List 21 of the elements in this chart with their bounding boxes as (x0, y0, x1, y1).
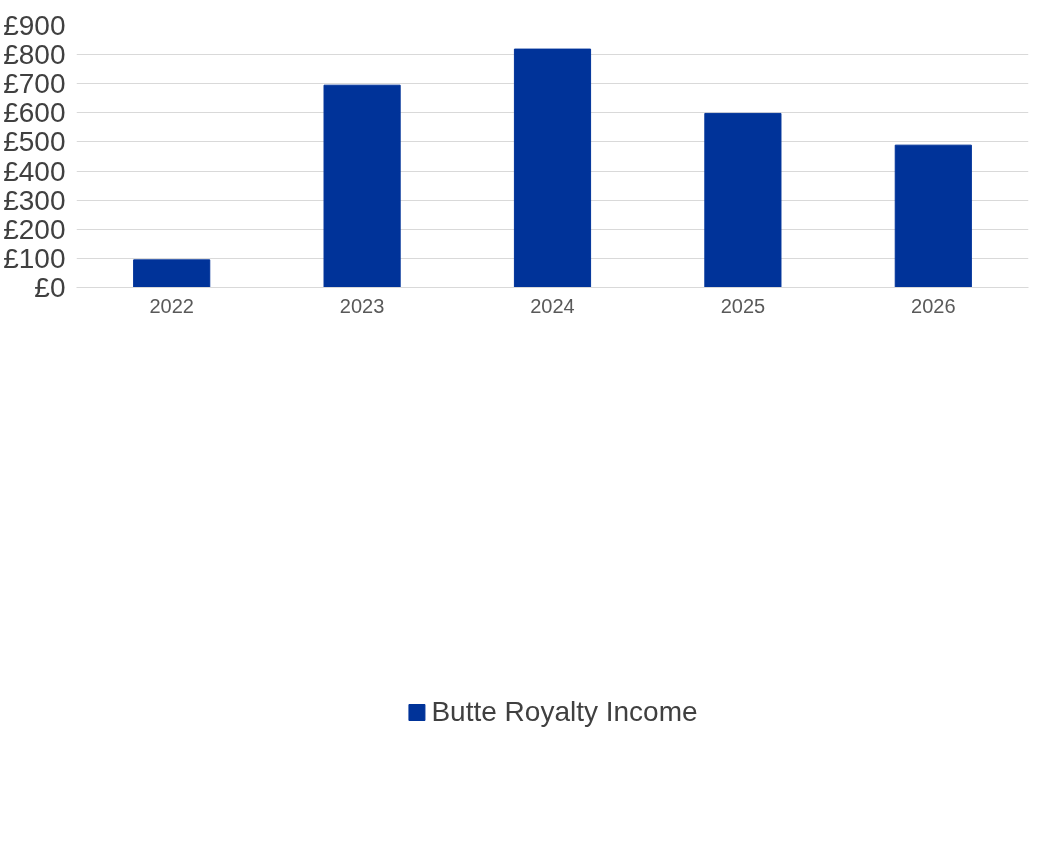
y-tick-label: £200 (3, 213, 66, 245)
y-tick-label: £0 (34, 272, 66, 303)
y-tick-label: £900 (3, 10, 66, 41)
bar (513, 48, 592, 288)
y-tick-label: £100 (3, 242, 66, 274)
y-tick-label: £600 (3, 97, 66, 129)
bar (894, 144, 972, 288)
bar (133, 259, 211, 288)
y-tick-label: £700 (3, 68, 66, 100)
x-tick-label: 2025 (720, 294, 766, 317)
bar (704, 112, 782, 288)
y-tick-label: £300 (3, 184, 66, 216)
y-tick-label: £800 (3, 39, 66, 71)
y-tick-label: £500 (3, 126, 66, 158)
x-tick-label: 2026 (911, 294, 956, 317)
x-tick-label: 2022 (149, 294, 194, 317)
x-tick-label: 2024 (530, 294, 575, 317)
x-tick-label: 2023 (339, 294, 385, 317)
bar (323, 84, 401, 288)
y-tick-label: £400 (3, 155, 66, 187)
legend-label: Butte Royalty Income (431, 696, 698, 728)
